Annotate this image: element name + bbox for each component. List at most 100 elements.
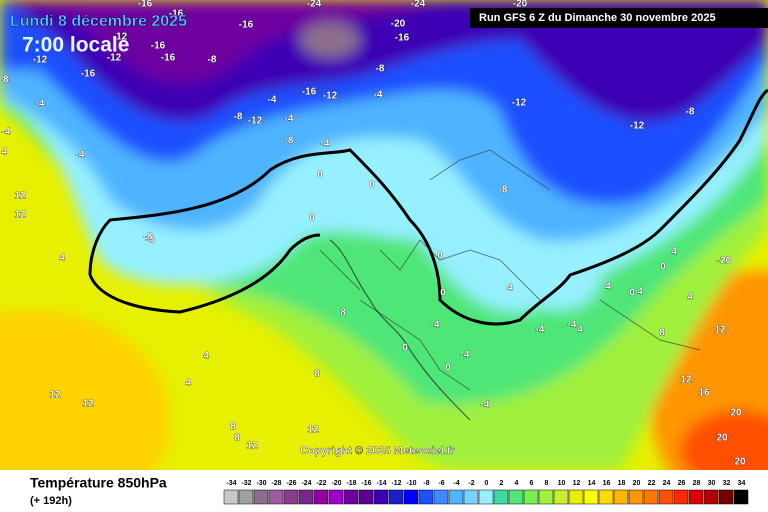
legend-value: -18 — [346, 480, 356, 487]
legend-value: -2 — [468, 480, 474, 487]
isotherm-label: 8 — [314, 369, 320, 380]
isotherm-label: 4 — [185, 378, 191, 389]
lead-time: (+ 192h) — [30, 495, 72, 507]
legend-value: 10 — [558, 480, 566, 487]
isotherm-label: 12 — [49, 390, 61, 401]
legend-swatch — [568, 489, 584, 505]
isotherm-label: 12 — [82, 399, 94, 410]
legend-value: -8 — [423, 480, 429, 487]
isotherm-label: 4 — [637, 287, 643, 298]
legend-value: 14 — [588, 480, 596, 487]
isotherm-label: -12 — [630, 121, 645, 132]
isotherm-label: 4 — [577, 325, 583, 336]
legend-value: 32 — [723, 480, 731, 487]
isotherm-label: -16 — [239, 20, 254, 31]
isotherm-label: -8 — [144, 232, 153, 243]
isotherm-label: 4 — [507, 283, 513, 294]
isotherm-label: -8 — [146, 235, 155, 246]
legend-value: -16 — [361, 480, 371, 487]
legend-swatch — [373, 489, 389, 505]
isotherm-label: -12 — [33, 55, 48, 66]
legend-swatch — [238, 489, 254, 505]
isotherm-label: 4 — [1, 147, 7, 158]
legend-swatch — [643, 489, 659, 505]
legend-swatch — [358, 489, 374, 505]
isotherm-label: 0 — [440, 288, 446, 299]
isotherm-label: 0 — [445, 363, 451, 374]
isotherm-label: 0 — [369, 180, 375, 191]
legend-swatch — [448, 489, 464, 505]
legend-swatch — [658, 489, 674, 505]
isotherm-label: 8 — [234, 433, 240, 444]
legend-swatch — [703, 489, 719, 505]
isotherm-label: -12 — [512, 98, 527, 109]
legend-swatch — [688, 489, 704, 505]
legend-value: -4 — [453, 480, 459, 487]
isotherm-label: 4 — [671, 247, 677, 258]
isotherm-label: 12 — [14, 210, 26, 221]
isotherm-0 — [88, 88, 768, 326]
legend-value: -34 — [226, 480, 236, 487]
isotherm-label: -16 — [151, 41, 166, 52]
isotherm-label: -12 — [323, 91, 338, 102]
legend-swatch — [493, 489, 509, 505]
copyright: Copyright © 2025 Meteociel.fr — [300, 445, 456, 457]
isotherm-label: -8 — [376, 64, 385, 75]
legend-swatch — [343, 489, 359, 505]
country-borders — [319, 149, 701, 391]
isotherm-label: 12 — [307, 425, 319, 436]
isotherm-label: -12 — [113, 32, 128, 43]
legend-swatch — [718, 489, 734, 505]
isotherm-label: -4 — [568, 320, 577, 331]
isotherm-label: 0 — [402, 343, 408, 354]
legend-value: 28 — [693, 480, 701, 487]
legend-value: -30 — [256, 480, 266, 487]
isotherm-label: -8 — [234, 112, 243, 123]
legend-value: -12 — [391, 480, 401, 487]
isotherm-label: -16 — [161, 53, 176, 64]
isotherm-label: -4 — [36, 99, 45, 110]
isotherm-label: -8 — [0, 75, 9, 86]
isotherm-label: -4 — [268, 95, 277, 106]
isotherm-label: -16 — [169, 9, 184, 20]
legend-swatch — [433, 489, 449, 505]
isotherm-label: -16 — [81, 69, 96, 80]
legend-value: -10 — [406, 480, 416, 487]
isotherm-label: 12 — [680, 375, 692, 386]
isotherm-label: 0 — [317, 170, 323, 181]
isotherm-label: 4 — [203, 351, 209, 362]
isotherm-label: -4 — [536, 325, 545, 336]
isotherm-label: -24 — [411, 0, 426, 10]
isotherm-label: 0 — [437, 251, 443, 262]
legend-value: 12 — [573, 480, 581, 487]
isotherm-label: 20 — [730, 408, 742, 419]
legend-swatch — [388, 489, 404, 505]
isotherm-label: 12 — [714, 325, 726, 336]
isotherm-label: -16 — [395, 33, 410, 44]
legend-swatch — [478, 489, 494, 505]
legend-value: 16 — [603, 480, 611, 487]
isotherm-label: 12 — [246, 441, 258, 452]
legend-value: -22 — [316, 480, 326, 487]
legend-value: 6 — [530, 480, 534, 487]
coastline — [329, 239, 471, 421]
run-info: Run GFS 6 Z du Dimanche 30 novembre 2025 — [479, 12, 716, 24]
isotherm-label: -20 — [513, 0, 528, 10]
legend-value: -26 — [286, 480, 296, 487]
isotherm-label: -20 — [391, 19, 406, 30]
legend-swatch — [598, 489, 614, 505]
legend-value: 0 — [485, 480, 489, 487]
legend-value: 20 — [633, 480, 641, 487]
isotherm-label: -24 — [307, 0, 322, 10]
forecast-date: Lundi 8 décembre 2025 — [10, 13, 187, 30]
isotherm-label: -4 — [321, 139, 330, 150]
isotherm-label: -4 — [461, 350, 470, 361]
legend-swatch — [673, 489, 689, 505]
isotherm-label: 12 — [14, 191, 26, 202]
isotherm-label: -12 — [107, 53, 122, 64]
legend-value: 4 — [515, 480, 519, 487]
isotherm-label: -4 — [76, 150, 85, 161]
isotherm-label: -8 — [686, 107, 695, 118]
isotherm-label: -4 — [285, 114, 294, 125]
